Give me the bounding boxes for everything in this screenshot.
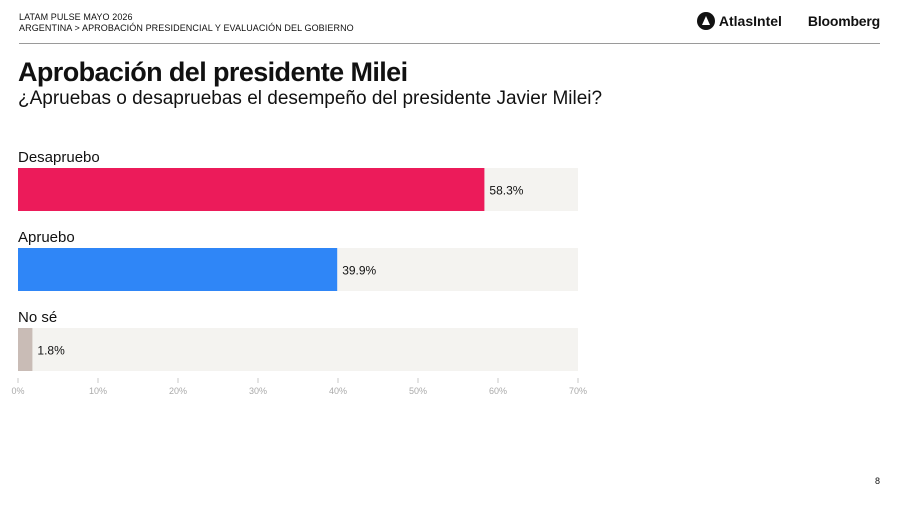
atlasintel-logo: AtlasIntel xyxy=(696,12,782,30)
atlasintel-logo-text: AtlasIntel xyxy=(718,13,782,29)
breadcrumb: ARGENTINA > APROBACIÓN PRESIDENCIAL Y EV… xyxy=(19,23,354,33)
report-header: LATAM PULSE MAYO 2026 ARGENTINA > APROBA… xyxy=(19,12,354,34)
x-tick-label: 50% xyxy=(409,386,427,396)
chart-subtitle: ¿Apruebas o desapruebas el desempeño del… xyxy=(18,88,603,109)
bar-track xyxy=(18,328,578,371)
value-label: 39.9% xyxy=(342,264,376,278)
value-label: 58.3% xyxy=(489,184,523,198)
x-tick-label: 10% xyxy=(89,386,107,396)
x-tick-label: 60% xyxy=(489,386,507,396)
logo-bar: AtlasIntel Bloomberg xyxy=(696,12,880,30)
atlasintel-mark-icon xyxy=(696,12,715,30)
page-number: 8 xyxy=(874,476,880,486)
bar xyxy=(18,328,33,371)
report-name: LATAM PULSE MAYO 2026 xyxy=(19,12,133,22)
bloomberg-logo: Bloomberg xyxy=(807,13,880,29)
x-tick-label: 70% xyxy=(569,386,587,396)
x-tick-label: 30% xyxy=(249,386,267,396)
bar xyxy=(18,168,485,211)
category-label: No sé xyxy=(18,309,57,326)
bar xyxy=(18,248,338,291)
x-tick-label: 40% xyxy=(329,386,347,396)
category-label: Apruebo xyxy=(18,229,75,246)
x-tick-label: 20% xyxy=(169,386,187,396)
header-divider xyxy=(19,43,880,44)
value-label: 1.8% xyxy=(37,344,65,358)
x-tick-label: 0% xyxy=(11,386,24,396)
chart-title: Aprobación del presidente Milei xyxy=(18,57,408,87)
category-label: Desapruebo xyxy=(18,149,100,166)
